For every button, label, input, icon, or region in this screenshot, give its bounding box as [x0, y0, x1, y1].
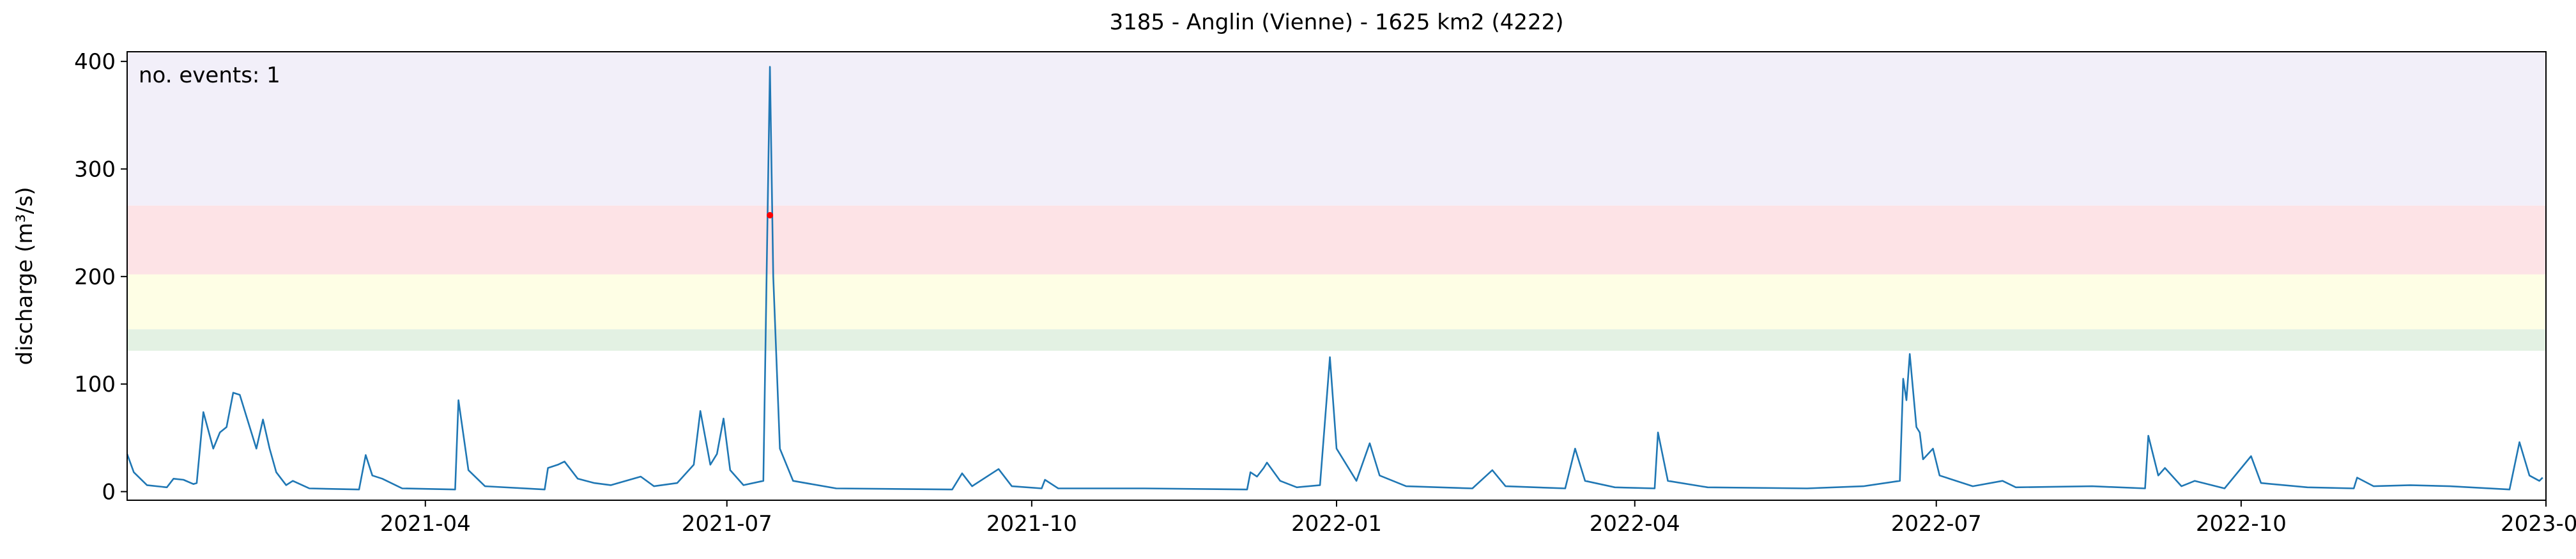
plot-frame [126, 51, 2547, 501]
y-tick-label: 300 [74, 157, 116, 182]
threshold-band [127, 205, 2546, 275]
x-tick-label: 2021-07 [682, 511, 772, 537]
annotation: no. events: 1 [139, 63, 280, 88]
x-tick-label: 2022-01 [1291, 511, 1382, 537]
threshold-band [127, 52, 2546, 206]
y-axis-label: discharge (m³/s) [12, 187, 38, 365]
y-tick-label: 200 [74, 264, 116, 290]
y-tick-label: 0 [102, 480, 116, 505]
y-tick-label: 400 [74, 49, 116, 75]
discharge-line [126, 66, 2543, 491]
x-tick-label: 2021-04 [380, 511, 471, 537]
chart-title: 3185 - Anglin (Vienne) - 1625 km2 (4222) [1110, 10, 1564, 35]
x-tick-label: 2023-01 [2501, 511, 2576, 537]
x-tick-label: 2022-10 [2196, 511, 2287, 537]
x-tick-label: 2021-10 [986, 511, 1077, 537]
threshold-band [127, 329, 2546, 351]
threshold-band [127, 274, 2546, 330]
x-tick-label: 2022-04 [1590, 511, 1680, 537]
x-tick-label: 2022-07 [1891, 511, 1982, 537]
y-tick-label: 100 [74, 372, 116, 397]
event-marker [767, 211, 774, 218]
